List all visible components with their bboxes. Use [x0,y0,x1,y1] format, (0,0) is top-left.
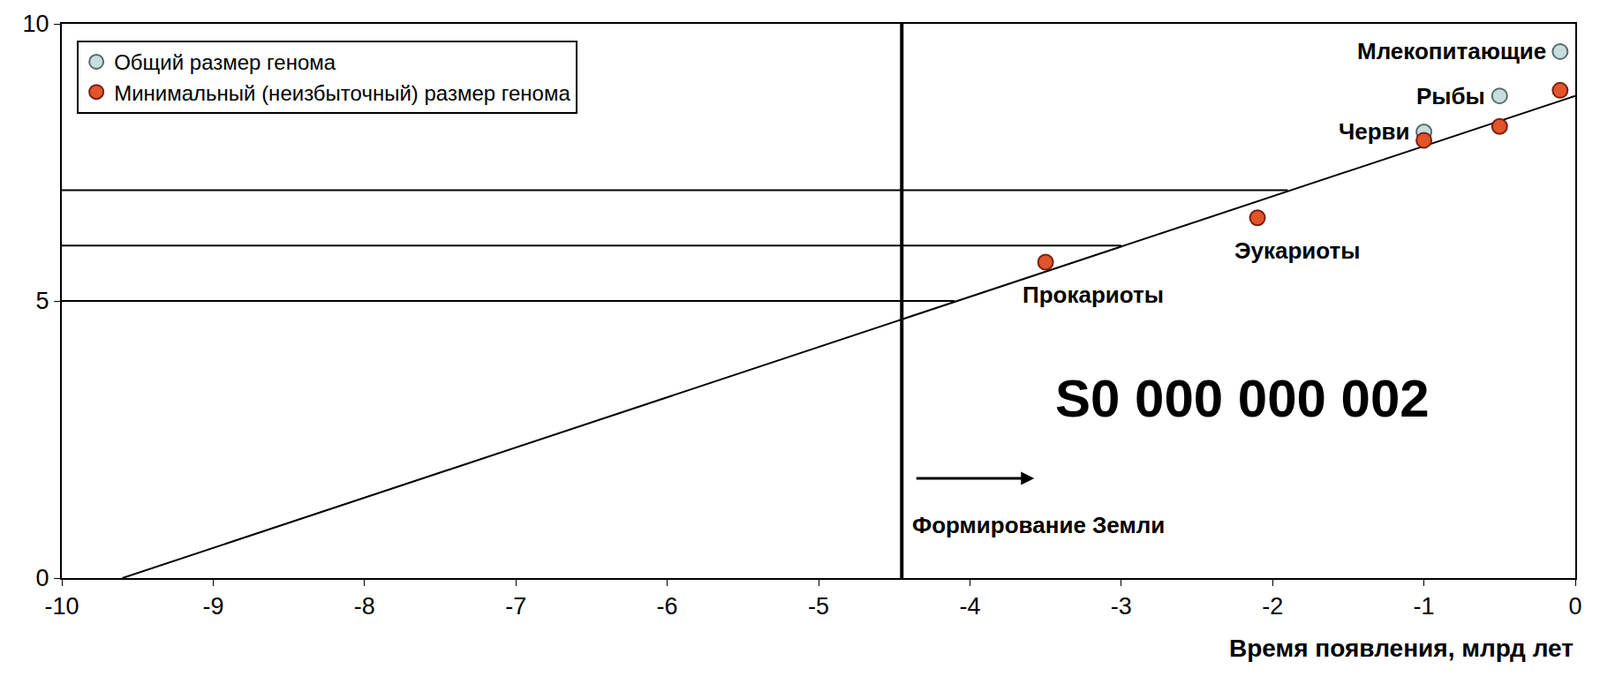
svg-text:Рыбы: Рыбы [1416,83,1486,110]
svg-text:Эукариоты: Эукариоты [1234,237,1360,265]
svg-text:Время появления, млрд лет: Время появления, млрд лет [1229,634,1574,663]
svg-text:-9: -9 [202,593,224,620]
svg-text:0: 0 [36,565,50,592]
svg-text:Черви: Черви [1338,118,1411,145]
svg-text:Прокариоты: Прокариоты [1022,281,1164,309]
svg-text:-3: -3 [1110,593,1133,620]
svg-text:-5: -5 [807,593,830,620]
svg-text:Минимальный (неизбыточный) раз: Минимальный (неизбыточный) размер генома [113,81,571,106]
svg-text:-10: -10 [44,593,79,620]
svg-text:-2: -2 [1261,593,1284,620]
svg-text:10: 10 [22,10,50,38]
svg-text:0: 0 [1568,593,1582,620]
svg-text:Общий размер генома: Общий размер генома [113,50,337,75]
svg-text:Млекопитающие: Млекопитающие [1357,37,1547,65]
svg-text:-4: -4 [958,593,981,620]
svg-text:S0 000 000 002: S0 000 000 002 [1055,369,1430,429]
svg-text:5: 5 [36,287,50,315]
svg-text:-7: -7 [505,593,527,620]
svg-text:-8: -8 [354,593,376,620]
svg-text:-1: -1 [1413,593,1435,620]
svg-text:-6: -6 [656,593,679,620]
svg-text:Формирование Земли: Формирование Земли [912,512,1165,539]
